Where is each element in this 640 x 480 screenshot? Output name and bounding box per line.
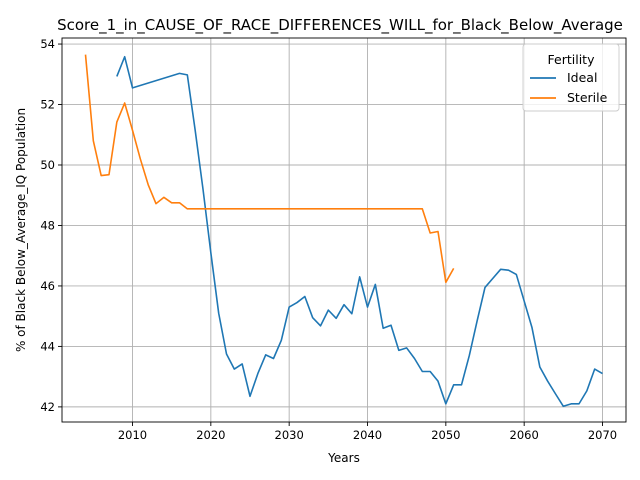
y-tick-label: 46 [40,279,55,293]
y-tick-label: 54 [40,37,55,51]
series-line-sterile [84,54,455,284]
x-axis-label: Years [327,451,360,465]
series-layer [84,54,603,408]
plot-frame [61,37,627,423]
x-tick-label: 2050 [431,428,460,442]
y-tick-label: 48 [40,218,55,232]
series-line-ideal [116,55,603,408]
legend-label-sterile: Sterile [567,90,608,105]
legend-items: Ideal Sterile [530,70,608,105]
y-axis: 42 44 46 48 50 52 54 [40,37,62,414]
x-tick-label: 2020 [196,428,225,442]
x-tick-label: 2010 [118,428,147,442]
x-tick-label: 2060 [510,428,539,442]
y-axis-label: % of Black Below_Average_IQ Population [14,108,28,352]
y-tick-label: 44 [40,339,55,353]
x-tick-label: 2030 [275,428,304,442]
x-tick-label: 2070 [588,428,617,442]
y-tick-label: 50 [40,158,55,172]
legend-label-ideal: Ideal [567,70,597,85]
y-tick-label: 42 [40,400,55,414]
legend-title: Fertility [548,52,596,67]
legend-frame [522,43,620,112]
x-tick-label: 2040 [353,428,382,442]
x-axis: 2010 2020 2030 2040 2050 2060 2070 [118,422,617,442]
legend: Fertility Ideal Sterile [522,43,620,112]
chart-title: Score_1_in_CAUSE_OF_RACE_DIFFERENCES_WIL… [57,16,623,35]
y-tick-label: 52 [40,98,55,112]
